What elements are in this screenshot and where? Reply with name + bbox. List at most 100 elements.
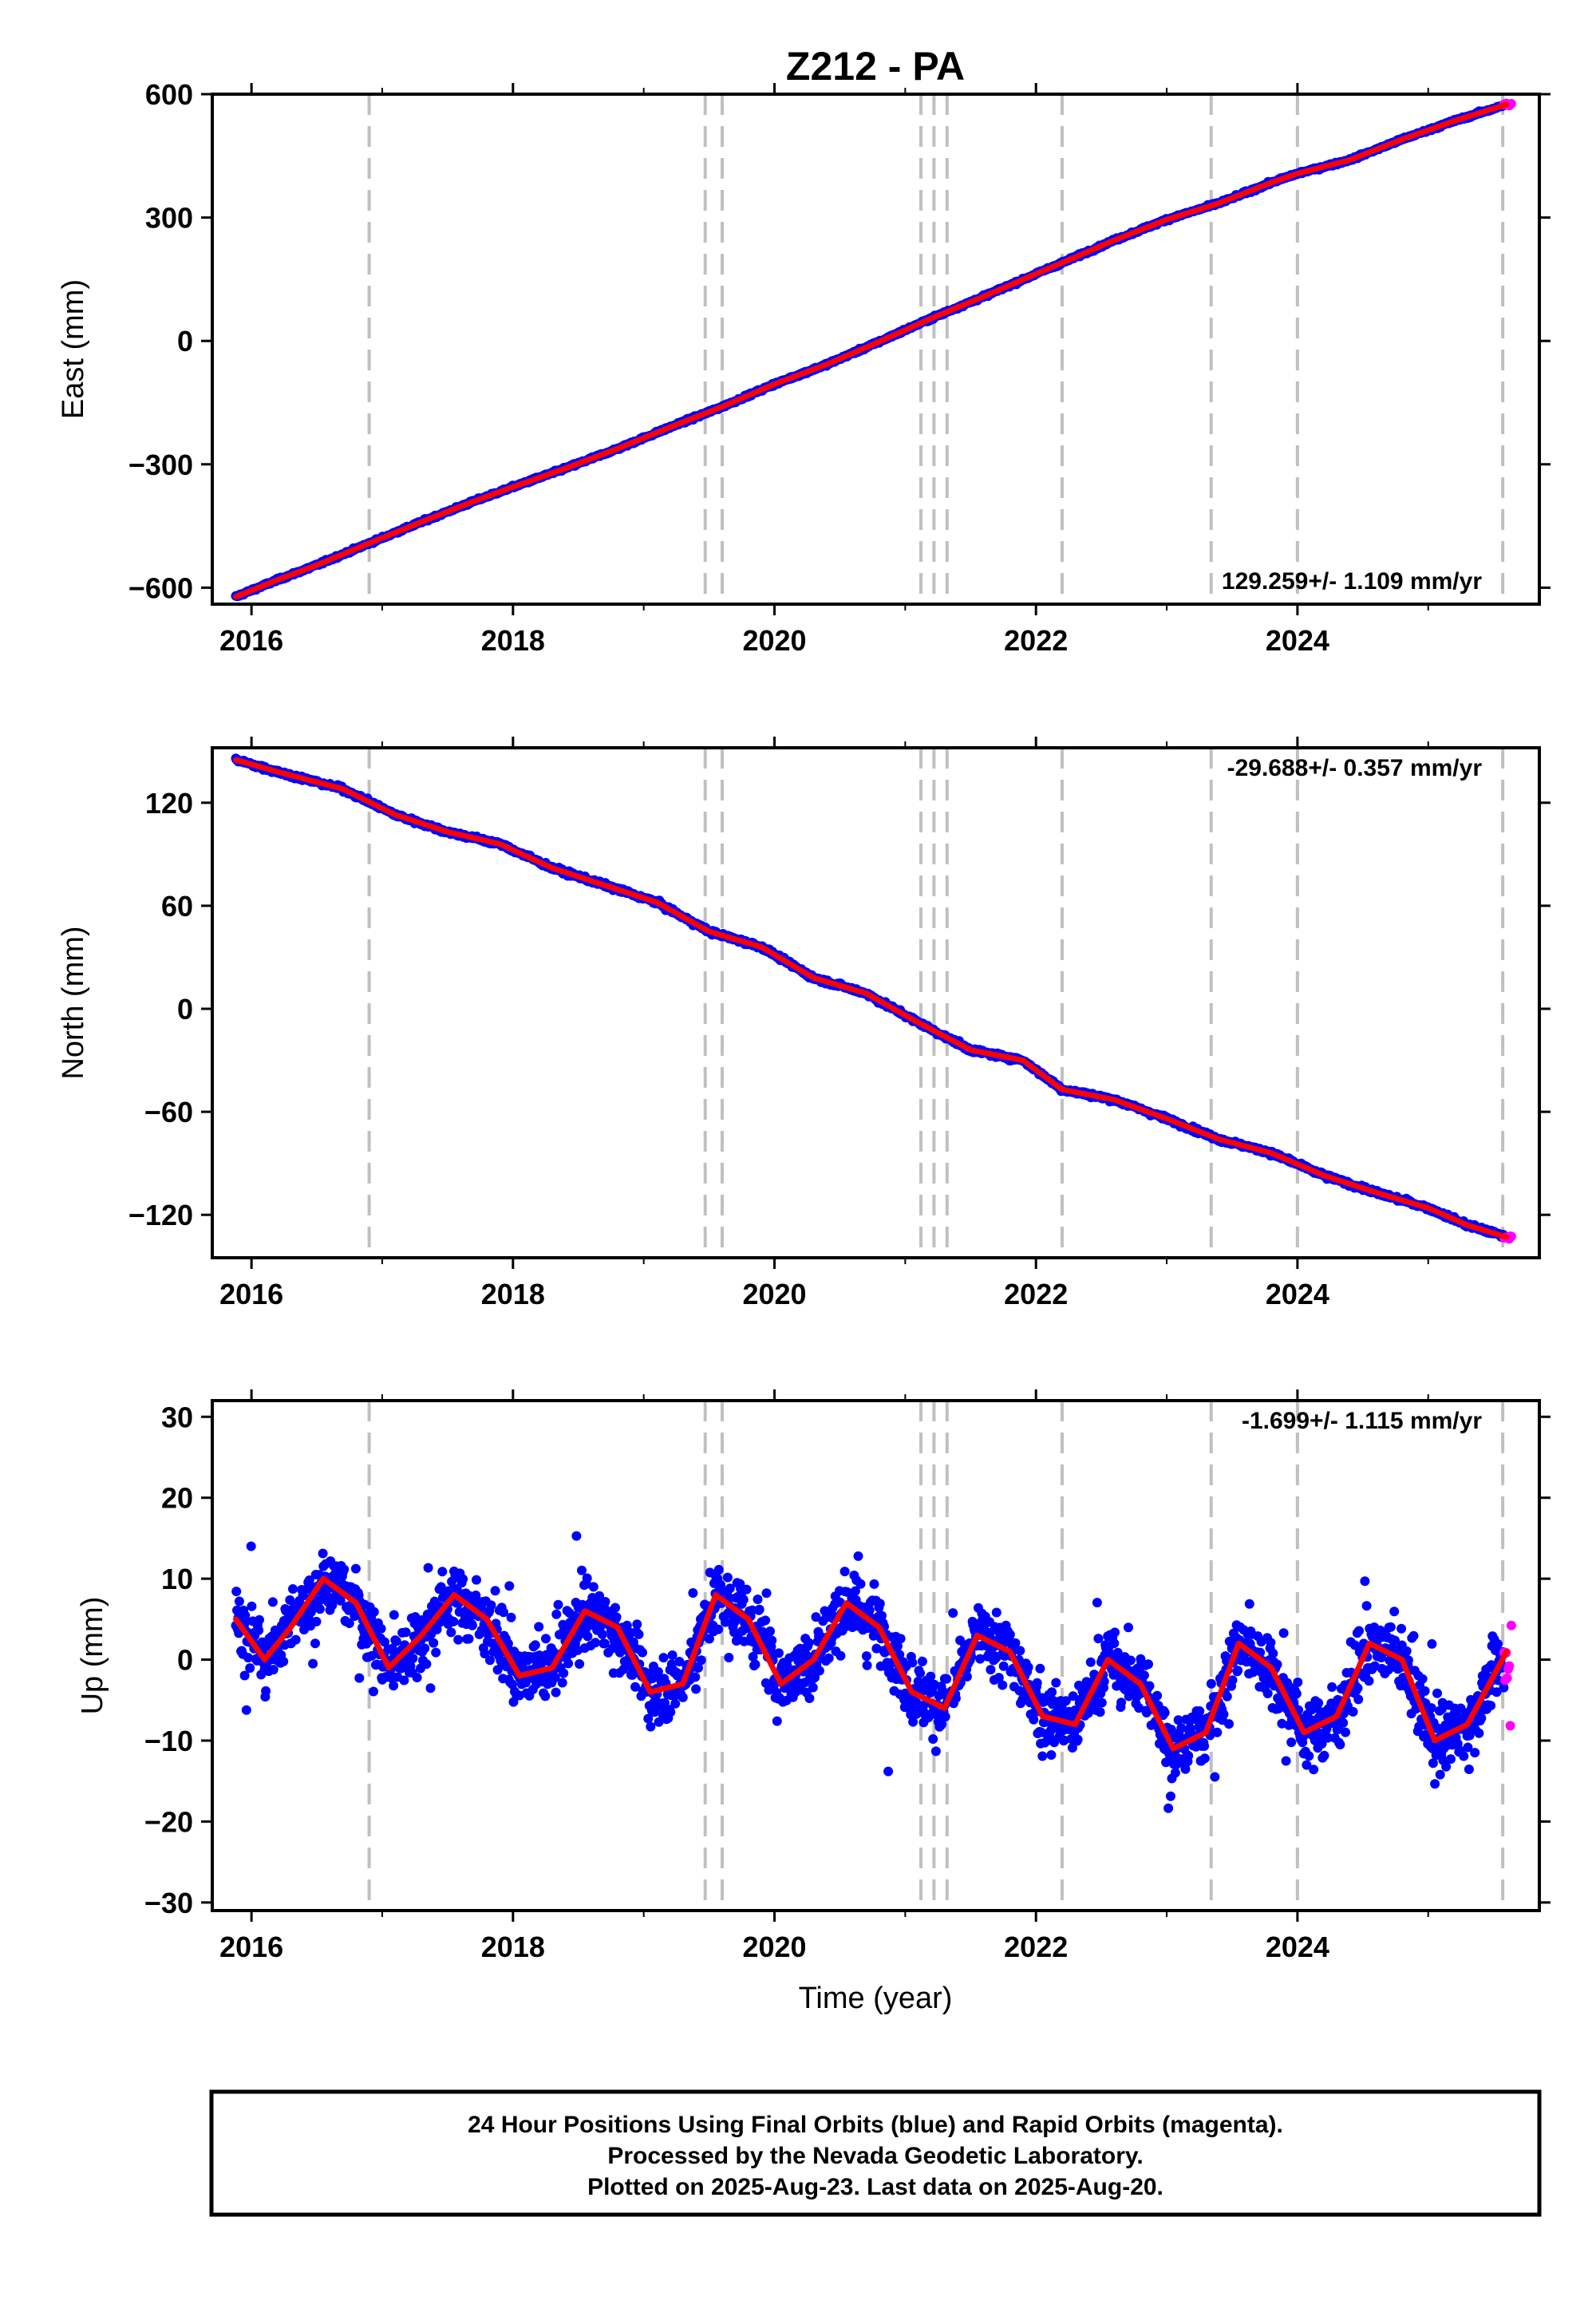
up-data-point xyxy=(279,1656,289,1666)
up-data-point xyxy=(722,1572,733,1583)
figure-title: Z212 - PA xyxy=(786,44,965,89)
up-data-point xyxy=(1109,1638,1120,1649)
up-data-point xyxy=(753,1595,763,1604)
up-data-point xyxy=(1037,1751,1048,1761)
up-data-point xyxy=(646,1721,656,1732)
up-data-point xyxy=(610,1603,620,1613)
up-data-point xyxy=(772,1716,782,1726)
up-data-point xyxy=(1166,1791,1175,1801)
up-data-point xyxy=(1032,1678,1042,1688)
east-x-tick-label: 2022 xyxy=(1004,624,1068,657)
up-data-point xyxy=(928,1734,938,1744)
up-data-point xyxy=(540,1691,551,1701)
up-data-point xyxy=(1163,1803,1174,1813)
up-data-point xyxy=(1051,1678,1061,1688)
up-data-point xyxy=(391,1636,401,1646)
up-data-point xyxy=(948,1608,958,1618)
up-data-point xyxy=(420,1643,430,1654)
up-data-point xyxy=(688,1588,698,1598)
up-data-point xyxy=(808,1682,818,1693)
up-data-point xyxy=(551,1687,561,1697)
up-data-point xyxy=(399,1675,409,1686)
up-data-point xyxy=(774,1648,784,1658)
up-data-point xyxy=(962,1671,972,1682)
up-data-point xyxy=(1035,1663,1045,1674)
up-data-point xyxy=(472,1575,481,1585)
up-data-point xyxy=(907,1658,918,1668)
up-data-point xyxy=(290,1634,301,1645)
up-data-point xyxy=(577,1565,587,1575)
up-data-point xyxy=(551,1609,562,1619)
up-data-point xyxy=(261,1686,271,1696)
up-data-point xyxy=(582,1573,592,1583)
north-x-tick-label: 2024 xyxy=(1266,1278,1329,1310)
up-data-point xyxy=(600,1597,610,1607)
up-data-point xyxy=(597,1629,607,1639)
up-data-point xyxy=(1125,1655,1136,1666)
up-data-point xyxy=(504,1581,515,1591)
up-data-point xyxy=(765,1626,775,1636)
up-data-point xyxy=(761,1588,772,1599)
up-data-point xyxy=(267,1597,278,1607)
east-y-tick-label: 300 xyxy=(145,202,193,235)
east-y-tick-label: −600 xyxy=(128,571,193,604)
up-data-point xyxy=(940,1712,950,1721)
up-data-point xyxy=(1159,1707,1170,1717)
up-data-point xyxy=(530,1640,540,1650)
up-data-point xyxy=(760,1615,771,1626)
east-rate-label: 129.259+/- 1.109 mm/yr xyxy=(1222,568,1482,595)
up-data-point xyxy=(1046,1750,1057,1760)
up-data-point xyxy=(431,1647,441,1658)
up-data-point xyxy=(553,1599,563,1610)
up-data-point xyxy=(1015,1646,1025,1656)
up-data-point xyxy=(583,1631,593,1642)
up-data-point xyxy=(836,1650,846,1661)
up-data-point xyxy=(506,1612,516,1622)
up-data-point xyxy=(339,1564,350,1575)
up-data-point xyxy=(314,1604,325,1614)
north-model-line xyxy=(233,757,1510,1240)
up-data-point xyxy=(658,1653,669,1663)
up-data-point xyxy=(412,1673,422,1682)
up-data-point xyxy=(713,1624,724,1634)
up-data-point xyxy=(691,1684,701,1694)
up-data-point xyxy=(310,1638,320,1649)
east-x-tick-label: 2016 xyxy=(219,624,283,657)
up-data-point xyxy=(942,1674,952,1684)
up-data-point xyxy=(354,1673,365,1683)
up-data-point xyxy=(1096,1697,1107,1708)
up-data-point xyxy=(255,1614,264,1625)
east-gridlines xyxy=(367,94,1505,604)
up-data-point xyxy=(421,1659,432,1670)
up-data-point xyxy=(268,1665,279,1675)
east-points xyxy=(231,98,1516,602)
up-data-point xyxy=(350,1563,361,1574)
up-data-point xyxy=(670,1698,681,1709)
up-data-point xyxy=(467,1620,477,1630)
up-data-point xyxy=(446,1627,456,1638)
up-data-point xyxy=(869,1579,879,1589)
up-data-point xyxy=(632,1619,642,1630)
up-data-point xyxy=(521,1678,531,1688)
up-data-point xyxy=(246,1541,256,1551)
up-data-point xyxy=(861,1651,871,1662)
up-data-point xyxy=(376,1623,386,1634)
up-data-point xyxy=(666,1707,676,1717)
up-data-point xyxy=(241,1705,251,1715)
up-data-point xyxy=(571,1531,582,1541)
up-data-point xyxy=(1047,1687,1057,1697)
north-y-axis-label: North (mm) xyxy=(57,926,90,1079)
up-data-point xyxy=(1152,1690,1163,1701)
north-y-tick-label: −60 xyxy=(144,1096,193,1128)
up-data-point xyxy=(1170,1768,1180,1778)
up-data-point xyxy=(247,1601,257,1611)
up-data-point xyxy=(1144,1659,1153,1670)
up-data-point xyxy=(423,1563,433,1573)
up-data-point xyxy=(541,1634,551,1644)
north-y-tick-label: 120 xyxy=(145,787,193,820)
up-data-point xyxy=(308,1658,318,1669)
up-data-point xyxy=(231,1587,242,1597)
